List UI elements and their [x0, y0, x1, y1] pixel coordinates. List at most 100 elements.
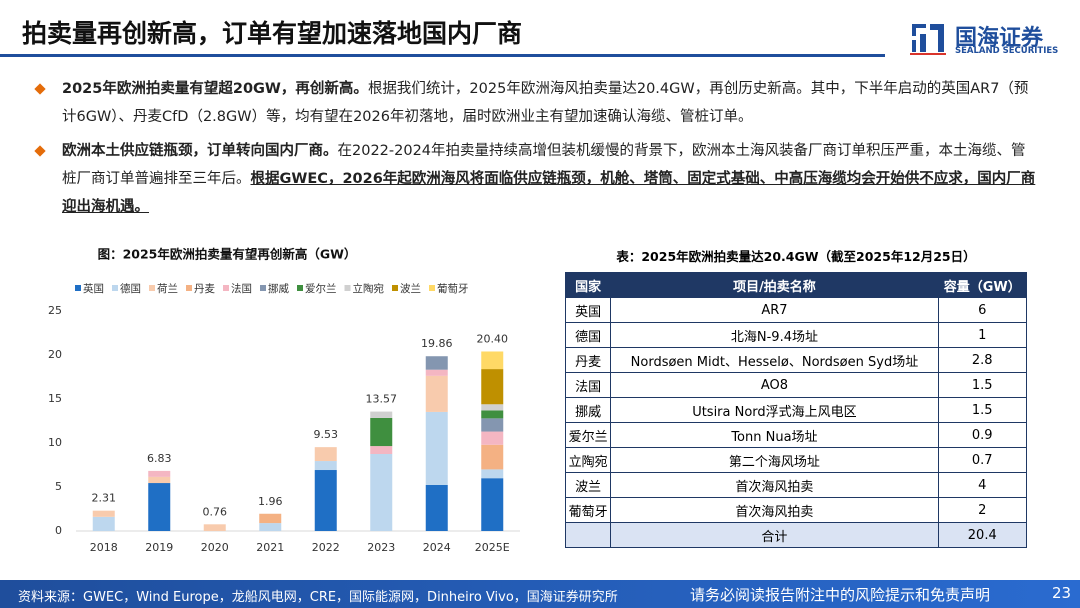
bar-segment	[425, 356, 448, 370]
legend-swatch	[429, 285, 435, 291]
table-cell: 0.9	[937, 422, 1028, 448]
x-tick-label: 2021	[256, 541, 284, 554]
bar-segment	[92, 510, 115, 517]
bar-segment	[370, 454, 393, 531]
bar-segment	[370, 417, 393, 447]
table-cell: 2	[937, 497, 1028, 523]
logo-text: 国海证券	[955, 26, 1044, 51]
y-tick-label: 5	[55, 480, 62, 493]
bar-segment	[481, 478, 504, 531]
bullet-lead: 2025年欧洲拍卖量有望超20GW，再创新高。	[62, 81, 368, 97]
table-cell: Tonn Nua场址	[610, 422, 939, 448]
bullet-lead: 欧洲本土供应链瓶颈，订单转向国内厂商。	[62, 143, 338, 159]
table: 国家 项目/拍卖名称 容量（GW） 英国 AR7 6 德国 北海N-9.4场址 1 丹麦 Nords…	[564, 272, 1028, 548]
x-tick-label: 2025E	[475, 541, 510, 554]
bullet-body: 根据我们统计，2025年欧洲海风拍卖量达20.4GW，再创历史新高。其中，下半年…	[62, 81, 1029, 125]
bar-segment	[481, 469, 504, 479]
total-label: 9.53	[314, 428, 339, 441]
legend-label: 爱尔兰	[305, 282, 337, 295]
bar-segment	[370, 411, 393, 418]
legend-label: 丹麦	[194, 283, 215, 295]
legend-swatch	[223, 285, 229, 291]
total-label: 1.96	[258, 495, 283, 508]
bullet-body: 在2022-2024年拍卖量持续高增但装机缓慢的背景下，欧洲本土海风装备厂商订单…	[62, 143, 1026, 187]
table-row: 挪威 Utsira Nord浮式海上风电区 1.5	[564, 397, 1028, 423]
y-tick-label: 10	[48, 436, 62, 449]
logo-mark	[910, 24, 946, 55]
bar-segment	[314, 447, 337, 462]
total-label: 2.31	[92, 492, 117, 505]
bar-segment	[481, 369, 504, 405]
x-tick-label: 2018	[90, 541, 118, 554]
table-row: 英国 AR7 6	[564, 297, 1028, 323]
slide-title: 拍卖量再创新高，订单有望加速落地国内厂商	[22, 19, 523, 48]
legend-label: 葡萄牙	[437, 282, 469, 295]
bar-segment	[314, 470, 337, 531]
table-cell: 4	[937, 472, 1028, 498]
table-header-cell: 容量（GW）	[937, 272, 1028, 298]
bullet: 欧洲本土供应链瓶颈，订单转向国内厂商。在2022-2024年拍卖量持续高增但装机…	[34, 137, 1040, 221]
bar-segment	[425, 369, 448, 376]
x-tick-label: 2022	[312, 541, 340, 554]
table-cell: 1.5	[937, 372, 1028, 398]
y-tick-label: 0	[55, 524, 62, 537]
legend-label: 波兰	[400, 282, 421, 295]
table-cell: 1	[937, 322, 1028, 348]
legend-label: 法国	[231, 282, 252, 295]
table-header-cell: 国家	[564, 272, 612, 298]
table-cell: 1.5	[937, 397, 1028, 423]
bar-segment	[314, 461, 337, 471]
table-row: 德国 北海N-9.4场址 1	[564, 322, 1028, 348]
legend-swatch	[392, 285, 398, 291]
table-cell: 德国	[564, 322, 612, 348]
table-cell: Utsira Nord浮式海上风电区	[610, 397, 939, 423]
bar-segment	[481, 431, 504, 445]
table-cell: 葡萄牙	[564, 497, 612, 523]
table-cell: 立陶宛	[564, 447, 612, 473]
table-cell: 合计	[610, 522, 939, 548]
table-row: 波兰 首次海风拍卖 4	[564, 472, 1028, 498]
y-tick-label: 15	[48, 392, 62, 405]
table-row: 立陶宛 第二个海风场址 0.7	[564, 447, 1028, 473]
table-cell: 北海N-9.4场址	[610, 322, 939, 348]
table-row: 丹麦 Nordsøen Midt、Hesselø、Nordsøen Syd场址 2.…	[564, 347, 1028, 373]
bar-segment	[481, 418, 504, 432]
source-note: 资料来源：GWEC，Wind Europe，龙船风电网，CRE，国际能源网，Di…	[18, 590, 618, 605]
y-tick-label: 25	[48, 304, 62, 317]
total-label: 6.83	[147, 452, 172, 465]
bar-segment	[148, 476, 171, 484]
table-cell: 英国	[564, 297, 612, 323]
bar-segment	[370, 446, 393, 454]
table-cell: 首次海风拍卖	[610, 497, 939, 523]
legend-swatch	[112, 285, 118, 291]
table-cell: 丹麦	[564, 347, 612, 373]
table-cell	[564, 522, 612, 548]
bar-segment	[259, 523, 282, 531]
legend-swatch	[186, 285, 192, 291]
table-cell: 挪威	[564, 397, 612, 423]
legend-label: 立陶宛	[353, 282, 385, 295]
legend-swatch	[149, 285, 155, 291]
chart-title: 图：2025年欧洲拍卖量有望再创新高（GW）	[98, 247, 357, 262]
bar-segment	[148, 483, 171, 531]
table-total-row: 合计 20.4	[564, 522, 1028, 548]
table-cell: 0.7	[937, 447, 1028, 473]
bar-segment	[425, 375, 448, 412]
total-label: 0.76	[203, 505, 228, 518]
table-cell: 首次海风拍卖	[610, 472, 939, 498]
bar-segment	[481, 410, 504, 419]
bar-segment	[481, 351, 504, 370]
page-number: 23	[1052, 584, 1072, 602]
legend-label: 挪威	[268, 282, 289, 295]
x-tick-label: 2023	[367, 541, 395, 554]
legend-label: 荷兰	[157, 282, 178, 295]
table-cell: Nordsøen Midt、Hesselø、Nordsøen Syd场址	[610, 347, 939, 373]
footer-bar	[0, 580, 1080, 608]
table-cell: 第二个海风场址	[610, 447, 939, 473]
y-tick-label: 20	[48, 348, 62, 361]
table-row: 法国 AO8 1.5	[564, 372, 1028, 398]
table-cell: 2.8	[937, 347, 1028, 373]
bullet: 2025年欧洲拍卖量有望超20GW，再创新高。根据我们统计，2025年欧洲海风拍…	[34, 75, 1040, 131]
bar-segment	[481, 404, 504, 411]
